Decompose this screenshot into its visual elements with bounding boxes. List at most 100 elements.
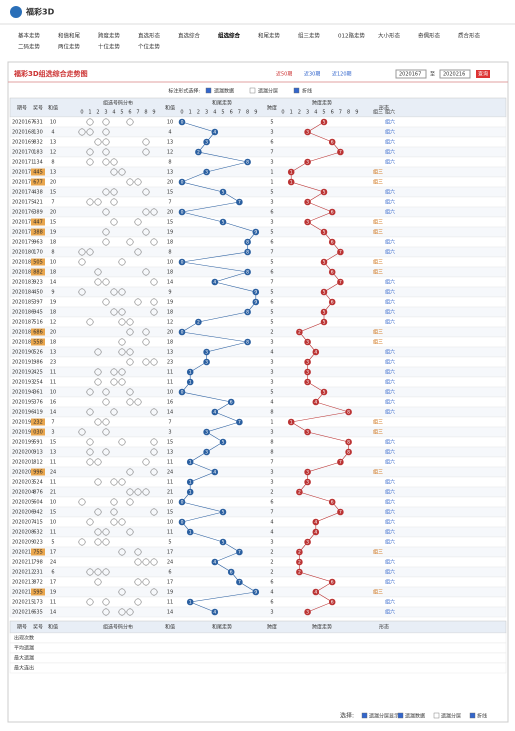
draw-number: 389: [33, 210, 43, 216]
tail-ball: [195, 148, 202, 156]
row-bg: [9, 556, 507, 568]
tail-text: 9: [254, 300, 257, 306]
footer-checkbox[interactable]: [361, 712, 368, 719]
range-link[interactable]: 近120期: [332, 71, 352, 78]
draw-number: 130: [33, 130, 43, 136]
range-link[interactable]: 近30期: [304, 71, 320, 78]
sum: 19: [50, 590, 56, 596]
sum: 19: [50, 230, 56, 236]
number-bg: [31, 468, 45, 476]
digit-header: 3: [306, 110, 309, 116]
footer-checkbox[interactable]: [433, 712, 440, 719]
digit-mark: [102, 448, 110, 456]
digit-header: 2: [96, 110, 99, 116]
option-checkbox[interactable]: [249, 87, 256, 94]
nav-item[interactable]: 十位走势: [98, 43, 121, 51]
digit-mark: [142, 228, 150, 236]
draw-number: 173: [33, 600, 43, 606]
tail-ball: [227, 398, 235, 406]
row-bg: [9, 126, 507, 138]
nav-item[interactable]: 和尾走势: [258, 32, 281, 40]
nav-item[interactable]: 直选形态: [138, 32, 161, 40]
nav-item[interactable]: 直选综合: [178, 32, 201, 40]
type-cell: 组三: [373, 169, 383, 176]
digit-mark: [94, 378, 102, 386]
type-cell: 组三: [373, 469, 383, 476]
sum-col: 18: [167, 270, 173, 276]
footer-checkbox[interactable]: [397, 712, 404, 719]
sum-col: 10: [167, 520, 173, 526]
nav-item[interactable]: 跨度走势: [98, 32, 121, 40]
date-input[interactable]: [395, 69, 427, 79]
span-text: 3: [306, 360, 309, 366]
tail-text: 6: [230, 570, 233, 576]
period: 2020173: [12, 180, 34, 186]
sum-col: 10: [167, 390, 173, 396]
column-header: 奖号: [33, 105, 43, 112]
digit-mark: [94, 418, 102, 426]
span-text: 5: [323, 320, 326, 326]
tail-ball: [219, 188, 227, 196]
span-ball: [304, 128, 311, 136]
type-cell: 组六: [385, 119, 395, 126]
digit-mark: [110, 158, 118, 166]
nav-item[interactable]: 两位走势: [58, 43, 81, 51]
digit-mark: [142, 358, 150, 366]
stat-label: 出现次数: [14, 635, 34, 642]
nav-item[interactable]: 组选综合: [218, 32, 241, 40]
type-cell: 组六: [385, 599, 395, 606]
digit-mark: [118, 478, 126, 486]
date-input[interactable]: [439, 69, 471, 79]
tail-ball: [244, 158, 251, 166]
query-button[interactable]: [476, 70, 490, 78]
draw-number: 254: [33, 380, 43, 386]
range-link[interactable]: 近50期: [276, 71, 292, 78]
draw-number: 832: [33, 140, 43, 146]
period: 2020190: [12, 350, 34, 356]
nav-item[interactable]: 二码走势: [18, 43, 41, 51]
nav-item[interactable]: 组三走势: [298, 32, 321, 40]
nav-item[interactable]: 012路走势: [338, 32, 365, 40]
option-checkbox[interactable]: [293, 87, 300, 94]
span-ball: [328, 498, 336, 506]
digit-mark: [86, 128, 94, 136]
draw-number: 419: [33, 410, 43, 416]
digit-mark: [94, 458, 102, 466]
option-checkbox[interactable]: [205, 87, 212, 94]
digit-mark: [118, 548, 126, 556]
row-bg: [9, 216, 507, 228]
nav-item[interactable]: 个位走势: [138, 43, 161, 51]
span-text: 2: [298, 550, 301, 556]
nav-item[interactable]: 大小形态: [378, 32, 401, 40]
digit-header: 9: [254, 110, 257, 116]
nav-item[interactable]: 基本走势: [18, 32, 41, 40]
nav-item[interactable]: 质合形态: [458, 32, 481, 40]
type-cell: 组六: [385, 349, 395, 356]
row-bg: [9, 596, 507, 608]
digit-mark: [94, 568, 102, 576]
period: 2020167: [12, 120, 34, 126]
digit-mark: [126, 318, 134, 326]
nav-item[interactable]: 和值和尾: [58, 32, 81, 40]
digit-mark: [134, 248, 142, 256]
span-text: 3: [306, 200, 309, 206]
span-col: 3: [270, 200, 273, 206]
nav-item[interactable]: 奇偶形态: [418, 32, 441, 40]
sum: 23: [50, 360, 56, 366]
tail-text: 0: [181, 210, 184, 216]
digit-mark: [78, 538, 86, 546]
digit-mark: [78, 248, 86, 256]
draw-number: 361: [33, 390, 43, 396]
span-col: 2: [270, 570, 273, 576]
digit-mark: [78, 428, 86, 436]
digit-mark: [134, 578, 142, 586]
draw-number: 030: [33, 430, 43, 436]
digit-mark: [134, 178, 142, 186]
footer-checkbox[interactable]: [469, 712, 476, 719]
tail-text: 7: [238, 420, 241, 426]
row-bg: [9, 416, 507, 428]
tail-text: 8: [246, 240, 249, 246]
column-header: 组选号码分布: [103, 100, 133, 107]
column-header: 和值: [165, 105, 175, 112]
span-col: 3: [270, 340, 273, 346]
